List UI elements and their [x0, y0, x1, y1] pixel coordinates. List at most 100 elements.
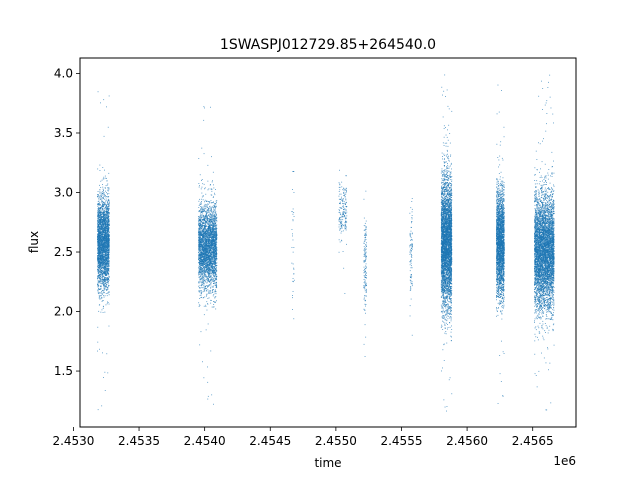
data-point — [100, 198, 102, 200]
data-point — [102, 257, 104, 259]
data-point — [103, 252, 105, 254]
data-point — [98, 259, 100, 261]
data-point — [99, 202, 100, 204]
data-point — [100, 248, 102, 250]
data-point — [211, 248, 212, 250]
data-point — [206, 250, 207, 252]
data-point — [105, 217, 107, 218]
data-point — [208, 235, 210, 237]
data-point — [101, 212, 103, 214]
data-point — [99, 241, 101, 243]
data-point — [104, 244, 106, 245]
data-point — [101, 278, 103, 280]
data-point — [107, 268, 109, 270]
data-point — [99, 164, 101, 166]
data-point — [97, 214, 99, 216]
data-point — [97, 226, 99, 228]
data-point — [107, 240, 109, 242]
data-point — [208, 243, 210, 244]
data-point — [213, 238, 215, 240]
data-point — [199, 242, 201, 244]
data-point — [103, 280, 105, 282]
data-point — [214, 210, 216, 212]
data-point — [100, 211, 102, 213]
data-point — [107, 281, 109, 282]
data-point — [100, 254, 102, 256]
data-point — [215, 274, 217, 275]
data-point — [201, 228, 203, 229]
data-point — [214, 246, 216, 248]
data-point — [210, 255, 212, 257]
data-point — [108, 265, 109, 267]
data-point — [108, 202, 110, 204]
data-point — [211, 306, 213, 308]
data-point — [100, 218, 102, 220]
data-point — [216, 265, 218, 266]
data-point — [104, 218, 106, 220]
data-point — [106, 234, 107, 236]
data-point — [207, 207, 209, 208]
chart-title: 1SWASPJ012729.85+264540.0 — [220, 37, 436, 53]
data-point — [213, 214, 215, 216]
data-point — [102, 281, 104, 283]
data-point — [103, 242, 104, 244]
data-point — [102, 237, 104, 239]
data-point — [98, 225, 99, 227]
data-point — [98, 222, 100, 224]
data-point — [204, 287, 206, 289]
data-point — [213, 217, 215, 219]
data-point — [198, 281, 200, 283]
data-point — [200, 252, 201, 254]
data-point — [206, 277, 208, 279]
data-point — [100, 232, 102, 234]
data-point — [97, 286, 99, 288]
data-point — [198, 246, 200, 248]
data-point — [98, 236, 100, 238]
data-point — [97, 326, 99, 328]
data-point — [98, 231, 100, 233]
data-point — [97, 208, 99, 210]
data-point — [99, 275, 100, 276]
data-point — [102, 271, 103, 272]
data-point — [99, 243, 100, 245]
data-point — [98, 212, 100, 214]
data-point — [105, 251, 107, 253]
data-point — [202, 231, 204, 233]
data-point — [108, 265, 110, 267]
data-point — [104, 270, 106, 272]
data-point — [106, 214, 107, 216]
data-point — [208, 230, 210, 232]
data-point — [107, 237, 109, 239]
data-point — [201, 241, 203, 243]
data-point — [205, 211, 207, 212]
data-point — [106, 267, 108, 269]
data-point — [207, 270, 209, 271]
data-point — [206, 294, 208, 296]
data-point — [203, 288, 205, 290]
data-point — [202, 283, 204, 285]
data-point — [201, 217, 202, 219]
data-point — [103, 260, 105, 262]
data-point — [214, 221, 216, 223]
data-point — [97, 292, 99, 294]
data-point — [107, 372, 109, 374]
data-point — [100, 217, 102, 219]
data-point — [201, 278, 203, 280]
data-point — [99, 266, 101, 268]
data-point — [208, 274, 209, 275]
data-point — [98, 200, 100, 202]
data-point — [206, 240, 208, 242]
data-point — [105, 263, 107, 265]
data-point — [98, 237, 100, 239]
data-point — [97, 191, 99, 192]
data-point — [97, 282, 99, 284]
data-point — [103, 212, 105, 213]
data-point — [215, 259, 217, 261]
data-point — [102, 250, 104, 252]
data-point — [105, 211, 107, 213]
data-point — [201, 147, 203, 149]
scatter-points — [97, 74, 555, 412]
data-point — [98, 258, 100, 259]
data-point — [210, 253, 212, 255]
data-point — [98, 208, 100, 209]
